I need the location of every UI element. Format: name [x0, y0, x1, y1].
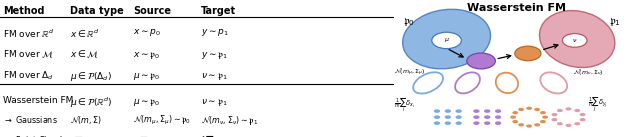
Text: $\mathcal{N}(m_\nu, \Sigma_\nu) \sim \mathfrak{p}_1$: $\mathcal{N}(m_\nu, \Sigma_\nu) \sim \ma… [201, 114, 258, 127]
Circle shape [512, 111, 518, 114]
Circle shape [540, 120, 546, 123]
Text: Method: Method [3, 6, 45, 16]
Circle shape [580, 118, 586, 121]
Text: $\rightarrow$ Gaussians: $\rightarrow$ Gaussians [3, 114, 58, 125]
Circle shape [510, 115, 516, 119]
Text: $\mu \sim \mathfrak{p}_0$: $\mu \sim \mathfrak{p}_0$ [133, 70, 161, 82]
Text: $x \sim \mathfrak{p}_0$: $x \sim \mathfrak{p}_0$ [133, 49, 161, 61]
Text: Target: Target [201, 6, 236, 16]
Text: $y \sim \mathfrak{p}_1$: $y \sim \mathfrak{p}_1$ [201, 49, 228, 61]
Circle shape [574, 109, 580, 112]
Ellipse shape [540, 11, 615, 68]
Circle shape [552, 118, 557, 121]
Text: $\mu \in \mathcal{P}(\mathbb{R}^d)$: $\mu \in \mathcal{P}(\mathbb{R}^d)$ [70, 96, 113, 110]
Circle shape [445, 121, 451, 125]
Circle shape [540, 111, 546, 114]
Circle shape [518, 123, 524, 126]
Text: $y \sim p_1$: $y \sim p_1$ [201, 27, 228, 38]
Circle shape [566, 124, 572, 127]
Text: FM over $\mathcal{M}$: FM over $\mathcal{M}$ [3, 49, 54, 60]
Circle shape [580, 113, 586, 116]
Text: $\nu \sim \mathfrak{p}_1$: $\nu \sim \mathfrak{p}_1$ [201, 70, 227, 82]
Text: $\mathcal{N}(m_\mu, \Sigma_\mu) \sim \mathfrak{p}_0$: $\mathcal{N}(m_\mu, \Sigma_\mu) \sim \ma… [133, 114, 191, 128]
Circle shape [434, 109, 440, 113]
Text: $\mathcal{N}(m_\mu,\Sigma_\mu)$: $\mathcal{N}(m_\mu,\Sigma_\mu)$ [394, 66, 425, 78]
Circle shape [432, 32, 461, 49]
Text: $\nu$: $\nu$ [572, 37, 577, 44]
Circle shape [574, 122, 580, 125]
Text: $\rightarrow$ Point-Clouds: $\rightarrow$ Point-Clouds [3, 134, 67, 137]
Circle shape [456, 109, 462, 113]
Circle shape [484, 115, 490, 119]
Text: $\mathfrak{p}_0$: $\mathfrak{p}_0$ [403, 15, 415, 28]
Circle shape [526, 124, 532, 128]
Circle shape [484, 109, 490, 113]
Text: $\frac{1}{n}\sum_j \delta_{y_j}$: $\frac{1}{n}\sum_j \delta_{y_j}$ [588, 96, 608, 115]
Text: $\mu \in \mathcal{P}(\Delta_d)$: $\mu \in \mathcal{P}(\Delta_d)$ [70, 70, 112, 83]
Circle shape [456, 115, 462, 119]
Circle shape [542, 115, 548, 119]
Circle shape [495, 121, 501, 125]
Text: Wasserstein FM: Wasserstein FM [3, 96, 74, 105]
Text: $\nu \sim \mathfrak{p}_1$: $\nu \sim \mathfrak{p}_1$ [201, 96, 227, 108]
Circle shape [515, 46, 541, 61]
Text: $\mu$: $\mu$ [444, 36, 449, 44]
Circle shape [495, 109, 501, 113]
Ellipse shape [403, 9, 490, 69]
Text: $\frac{1}{m}\sum_i \delta_{x_i} \sim \mathfrak{p}_0$: $\frac{1}{m}\sum_i \delta_{x_i} \sim \ma… [133, 134, 176, 137]
Circle shape [557, 122, 563, 125]
Text: $\mathcal{N}(m_\nu,\Sigma_\nu)$: $\mathcal{N}(m_\nu,\Sigma_\nu)$ [573, 67, 604, 77]
Circle shape [526, 107, 532, 110]
Circle shape [552, 113, 557, 116]
Circle shape [557, 109, 563, 112]
Circle shape [512, 120, 518, 123]
Circle shape [473, 109, 479, 113]
Circle shape [473, 121, 479, 125]
Text: FM over $\Delta_d$: FM over $\Delta_d$ [3, 70, 54, 82]
Text: $\mathfrak{p}_1$: $\mathfrak{p}_1$ [609, 15, 621, 28]
Circle shape [473, 115, 479, 119]
Text: Source: Source [133, 6, 171, 16]
Circle shape [518, 108, 524, 111]
Circle shape [467, 53, 495, 69]
Circle shape [445, 109, 451, 113]
Text: $\mu \sim \mathfrak{p}_0$: $\mu \sim \mathfrak{p}_0$ [133, 96, 161, 108]
Circle shape [456, 121, 462, 125]
Text: $\mathcal{N}(m, \Sigma)$: $\mathcal{N}(m, \Sigma)$ [70, 114, 102, 126]
Circle shape [534, 108, 540, 111]
Text: Data type: Data type [70, 6, 124, 16]
Text: $x \in \mathbb{R}^d$: $x \in \mathbb{R}^d$ [70, 27, 100, 40]
Circle shape [484, 121, 490, 125]
Circle shape [563, 34, 587, 47]
Text: $x \in \mathcal{M}$: $x \in \mathcal{M}$ [70, 49, 99, 60]
Circle shape [534, 123, 540, 126]
Text: $\frac{1}{n}\sum_i \delta_{x_i}$: $\frac{1}{n}\sum_i \delta_{x_i}$ [70, 134, 93, 137]
Text: Wasserstein FM: Wasserstein FM [467, 3, 566, 13]
Circle shape [495, 115, 501, 119]
Circle shape [445, 115, 451, 119]
Text: $\frac{1}{m}\sum_i \delta_{x_i}$: $\frac{1}{m}\sum_i \delta_{x_i}$ [394, 97, 415, 114]
Text: $x \sim p_0$: $x \sim p_0$ [133, 27, 161, 38]
Text: FM over $\mathbb{R}^d$: FM over $\mathbb{R}^d$ [3, 27, 54, 40]
Circle shape [434, 115, 440, 119]
Circle shape [434, 121, 440, 125]
Text: $\frac{1}{n}\sum_j \delta_{y_j} \sim \mathfrak{p}_1$: $\frac{1}{n}\sum_j \delta_{y_j} \sim \ma… [201, 134, 242, 137]
Circle shape [566, 107, 572, 111]
